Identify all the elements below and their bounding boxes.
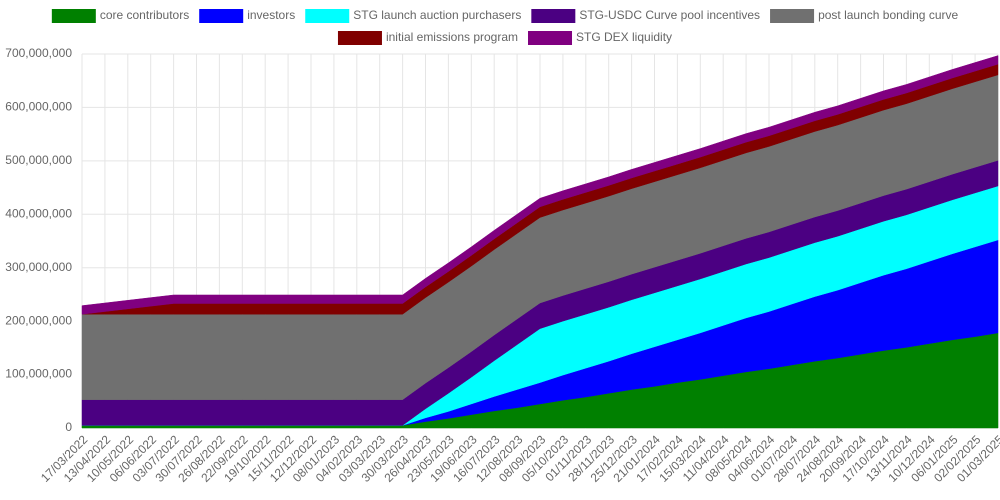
y-tick-label: 700,000,000: [5, 46, 72, 60]
legend-label: investors: [247, 8, 295, 22]
legend-label: STG DEX liquidity: [576, 30, 672, 44]
legend-item: core contributors: [51, 8, 189, 23]
y-tick-label: 600,000,000: [5, 100, 72, 114]
legend-swatch: [51, 9, 96, 23]
legend-label: post launch bonding curve: [818, 8, 958, 22]
legend-label: STG launch auction purchasers: [353, 8, 521, 22]
legend-swatch: [528, 31, 573, 45]
legend-label: STG-USDC Curve pool incentives: [579, 8, 760, 22]
legend-swatch: [337, 31, 382, 45]
legend-label: core contributors: [100, 8, 189, 22]
legend-swatch: [770, 9, 815, 23]
legend-swatch: [531, 9, 576, 23]
legend-item: STG DEX liquidity: [528, 30, 672, 45]
legend-swatch: [305, 9, 350, 23]
legend-item: investors: [199, 8, 295, 23]
legend-swatch: [199, 9, 244, 23]
y-tick-label: 500,000,000: [5, 153, 72, 167]
area: [81, 55, 999, 315]
legend-item: initial emissions program: [337, 30, 518, 45]
legend-item: STG-USDC Curve pool incentives: [531, 8, 760, 23]
y-tick-label: 100,000,000: [5, 367, 72, 381]
y-tick-label: 0: [65, 420, 72, 434]
y-tick-label: 200,000,000: [5, 313, 72, 327]
legend-item: STG launch auction purchasers: [305, 8, 521, 23]
legend-label: initial emissions program: [386, 30, 518, 44]
y-tick-label: 400,000,000: [5, 206, 72, 220]
y-tick-label: 300,000,000: [5, 260, 72, 274]
legend-item: post launch bonding curve: [770, 8, 958, 23]
